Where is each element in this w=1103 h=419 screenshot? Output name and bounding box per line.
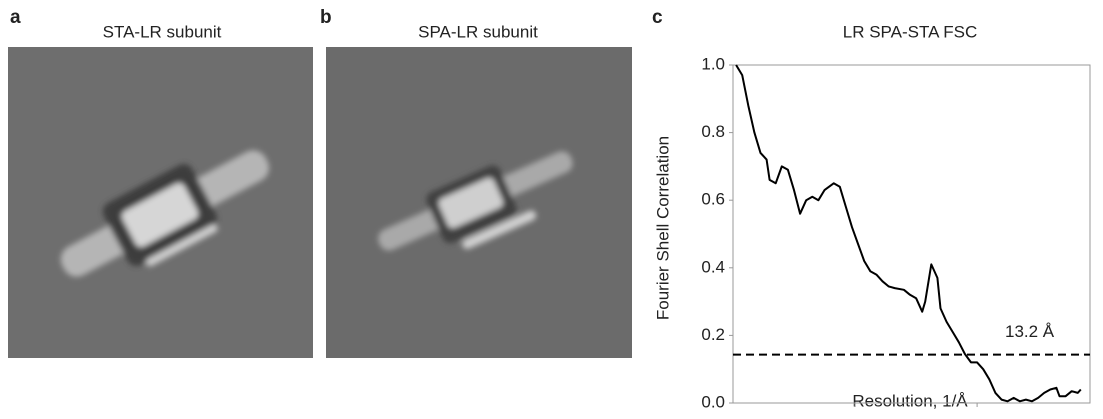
panel-title: STA-LR subunit — [103, 22, 222, 41]
panel-label: a — [10, 7, 21, 28]
x-tick-label: 0.04 — [839, 410, 872, 414]
plot-frame — [732, 64, 1091, 404]
y-tick-label: 1.0 — [701, 54, 725, 73]
chart-title: LR SPA-STA FSC — [843, 22, 977, 41]
density-image — [8, 47, 313, 358]
fsc-line — [735, 64, 1082, 403]
density-image — [326, 47, 632, 358]
y-tick-label: 0.2 — [701, 325, 725, 344]
x-tick-label: 0.08 — [961, 410, 994, 414]
y-tick-label: 0.6 — [701, 190, 725, 209]
annotation: 13.2 Å — [1005, 322, 1055, 341]
panel-label: c — [652, 7, 663, 28]
y-tick-label: 0.8 — [701, 122, 725, 141]
panel-title: SPA-LR subunit — [418, 22, 538, 41]
y-axis-label: Fourier Shell Correlation — [653, 136, 672, 320]
panel-label: b — [320, 7, 332, 28]
x-axis-label: Resolution, 1/Å — [852, 391, 968, 410]
y-tick-label: 0.0 — [701, 392, 725, 411]
y-tick-label: 0.4 — [701, 257, 725, 276]
